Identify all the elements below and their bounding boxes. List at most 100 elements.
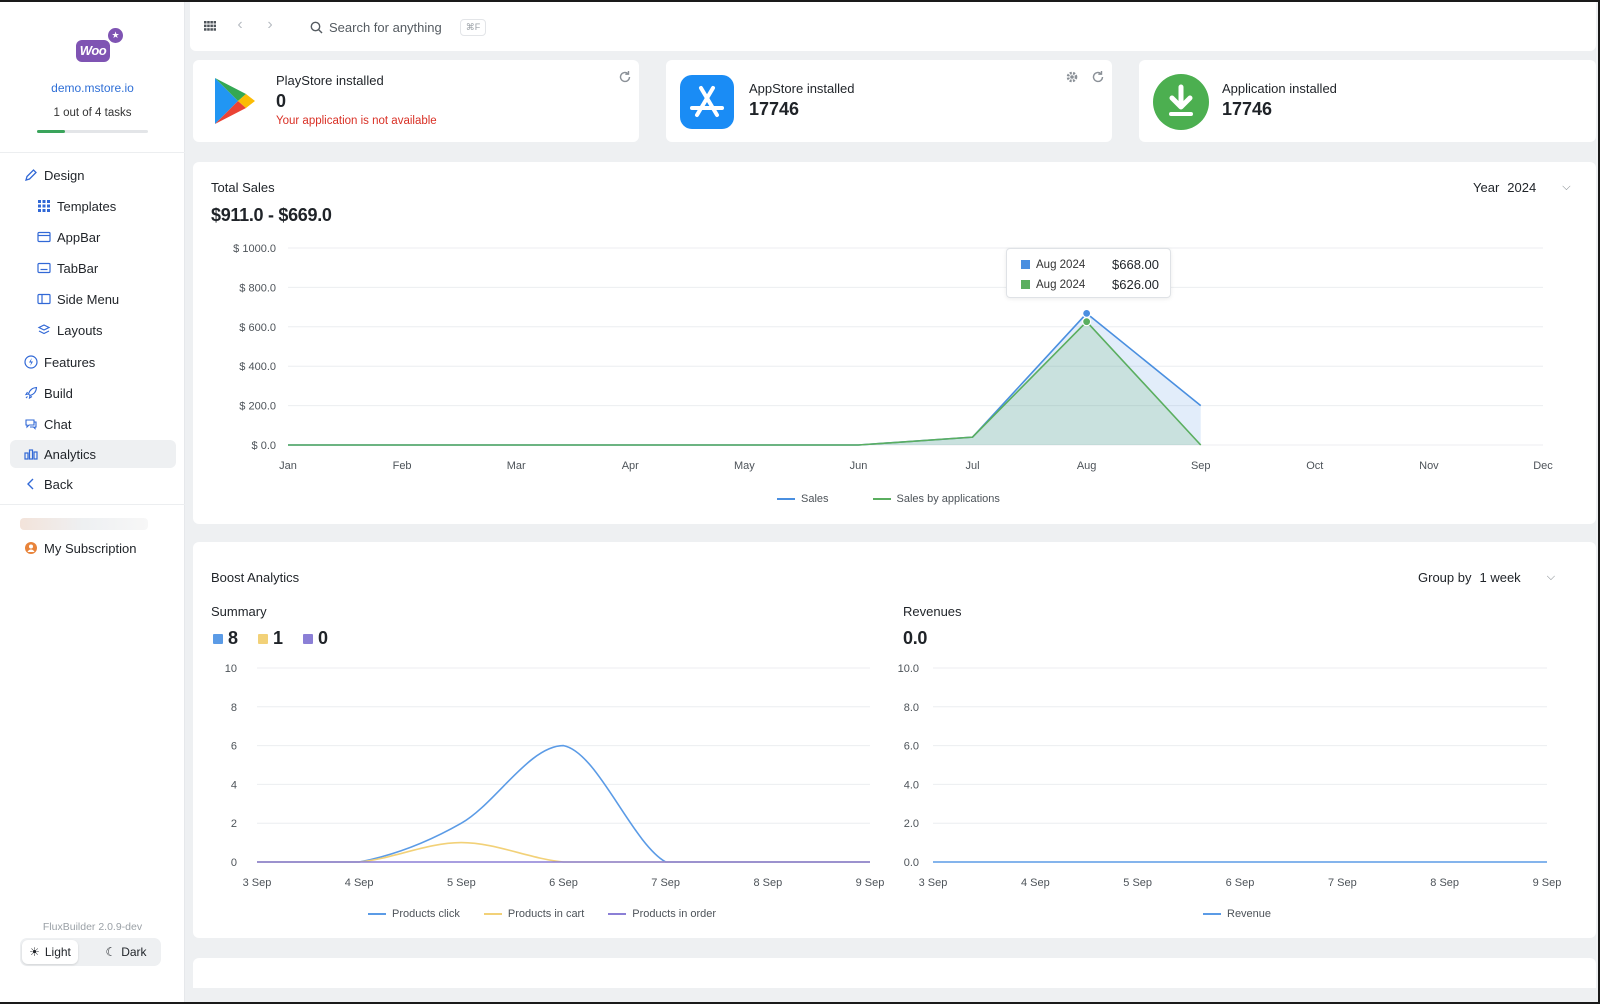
tooltip-label: Aug 2024: [1036, 278, 1086, 291]
tooltip-row: Aug 2024 $668.00: [1021, 257, 1159, 272]
tooltip-value: $626.00: [1112, 277, 1159, 292]
app-store-icon: [680, 75, 734, 129]
application-title: Application installed: [1222, 81, 1337, 96]
appstore-card: AppStore installed 17746: [666, 60, 1112, 142]
x-tick-label: Apr: [622, 460, 639, 472]
x-tick-label: Mar: [507, 460, 526, 472]
tooltip-label: Aug 2024: [1036, 258, 1086, 271]
series-line: [256, 744, 870, 863]
pen-icon: [24, 168, 38, 182]
next-panel: [193, 958, 1596, 988]
y-tick-label: $ 1000.0: [233, 243, 276, 255]
y-tick-label: 4.0: [904, 779, 919, 791]
tasks-progress-label: 1 out of 4 tasks: [53, 107, 132, 119]
sidebar-item-chat[interactable]: Chat: [10, 410, 176, 438]
sidebar-item-label: Analytics: [44, 446, 97, 462]
summary-counts: 8 1 0: [213, 628, 328, 649]
legend-label: Products click: [392, 908, 460, 920]
legend-label: Revenue: [1227, 908, 1272, 920]
summary-count-value: 0: [318, 628, 329, 648]
group-by-select[interactable]: Group by 1 week ⌵: [1418, 570, 1555, 585]
sidebar: Woo ★ demo.mstore.io 1 out of 4 tasks De…: [0, 2, 185, 1002]
store-domain[interactable]: demo.mstore.io: [51, 81, 134, 95]
legend-label: Sales by applications: [896, 493, 1000, 505]
bar-chart-icon: [24, 447, 38, 461]
legend-swatch: [777, 498, 795, 500]
y-tick-label: 8.0: [904, 702, 919, 714]
legend-item-sales-by-applications[interactable]: Sales by applications: [872, 493, 1000, 505]
blurred-banner: [20, 518, 148, 530]
summary-title: Summary: [211, 604, 267, 619]
x-tick-label: 8 Sep: [1430, 877, 1459, 889]
legend-item-products-click[interactable]: Products click: [368, 908, 460, 920]
gear-icon[interactable]: [1065, 70, 1081, 86]
sidebar-item-appbar[interactable]: AppBar: [10, 223, 176, 251]
legend-swatch: [483, 913, 502, 915]
sidebar-item-analytics[interactable]: Analytics: [10, 440, 176, 468]
search-shortcut: ⌘F: [459, 18, 487, 36]
y-tick-label: 0.0: [904, 857, 919, 869]
apps-grid-icon[interactable]: [204, 20, 216, 32]
sidebar-item-features[interactable]: Features: [10, 348, 176, 376]
sidebar-item-templates[interactable]: Templates: [10, 192, 176, 220]
sidebar-item-side-menu[interactable]: Side Menu: [10, 285, 176, 313]
refresh-icon[interactable]: [618, 70, 634, 86]
x-tick-label: Dec: [1533, 460, 1553, 472]
refresh-icon[interactable]: [1091, 70, 1107, 86]
sidebar-item-layouts[interactable]: Layouts: [10, 316, 176, 344]
search-placeholder: Search for anything: [329, 19, 442, 35]
x-tick-label: 9 Sep: [856, 877, 885, 889]
sidebar-item-label: My Subscription: [44, 540, 137, 556]
moon-icon: ☾: [105, 945, 117, 959]
legend-label: Sales: [801, 493, 829, 505]
dark-theme-label: Dark: [121, 945, 147, 959]
app-version: FluxBuilder 2.0.9-dev: [42, 921, 143, 933]
legend-label: Products in cart: [507, 908, 585, 920]
rocket-icon: [24, 386, 38, 400]
legend-item-sales[interactable]: Sales: [777, 493, 829, 505]
back-arrow-icon[interactable]: ‹: [237, 16, 243, 33]
woo-logo-mark: Woo: [76, 40, 110, 62]
light-theme-button[interactable]: ☀ Light: [22, 940, 78, 964]
chevron-down-icon: ⌵: [1546, 571, 1556, 583]
search-input[interactable]: Search for anything ⌘F: [310, 15, 487, 39]
x-tick-label: 8 Sep: [753, 877, 782, 889]
y-tick-label: $ 400.0: [239, 361, 276, 373]
summary-count: 1: [258, 628, 283, 649]
boost-charts: 0 2 4 6 8 10 3 Sep 4 Sep 5 Sep 6 Sep 7 Sep 8 Sep 9 S…: [225, 663, 1562, 889]
sidebar-item-my-subscription[interactable]: My Subscription: [10, 534, 176, 562]
forward-arrow-icon[interactable]: ›: [267, 16, 273, 33]
dark-theme-button[interactable]: ☾ Dark: [96, 940, 156, 964]
sidebar-item-build[interactable]: Build: [10, 379, 176, 407]
year-select[interactable]: Year 2024 ⌵: [1473, 180, 1571, 195]
summary-count-value: 8: [228, 628, 239, 648]
total-sales-panel: Total Sales $911.0 - $669.0 Year 2024 ⌵ …: [193, 162, 1596, 524]
x-tick-label: 6 Sep: [1226, 877, 1255, 889]
sidebar-item-back[interactable]: Back: [10, 470, 176, 498]
playstore-card: PlayStore installed 0 Your application i…: [193, 60, 639, 142]
y-tick-label: 4: [231, 779, 237, 791]
y-tick-label: 6.0: [904, 741, 919, 753]
sidebar-item-tabbar[interactable]: TabBar: [10, 254, 176, 282]
legend-item-revenue[interactable]: Revenue: [1203, 908, 1271, 920]
sidebar-divider: [0, 504, 185, 505]
group-by-value: 1 week: [1479, 570, 1521, 585]
sidebar-item-label: Chat: [44, 416, 72, 432]
series-area: [288, 313, 1201, 445]
x-tick-label: Feb: [393, 460, 412, 472]
x-tick-label: 9 Sep: [1533, 877, 1562, 889]
sidebar-item-label: Build: [44, 385, 73, 401]
appbar-icon: [37, 230, 51, 244]
x-tick-label: 5 Sep: [447, 877, 476, 889]
revenues-title: Revenues: [903, 604, 962, 619]
tooltip-value: $668.00: [1112, 257, 1159, 272]
sidebar-item-design[interactable]: Design: [10, 161, 176, 189]
playstore-error: Your application is not available: [276, 115, 437, 127]
y-tick-label: $ 0.0: [252, 440, 276, 452]
y-tick-label: 10: [225, 663, 237, 675]
legend-item-products-in-cart[interactable]: Products in cart: [483, 908, 585, 920]
chat-icon: [24, 417, 38, 431]
tooltip-row: Aug 2024 $626.00: [1021, 277, 1159, 292]
legend-item-products-in-order[interactable]: Products in order: [608, 908, 716, 920]
bolt-icon: [24, 355, 38, 369]
